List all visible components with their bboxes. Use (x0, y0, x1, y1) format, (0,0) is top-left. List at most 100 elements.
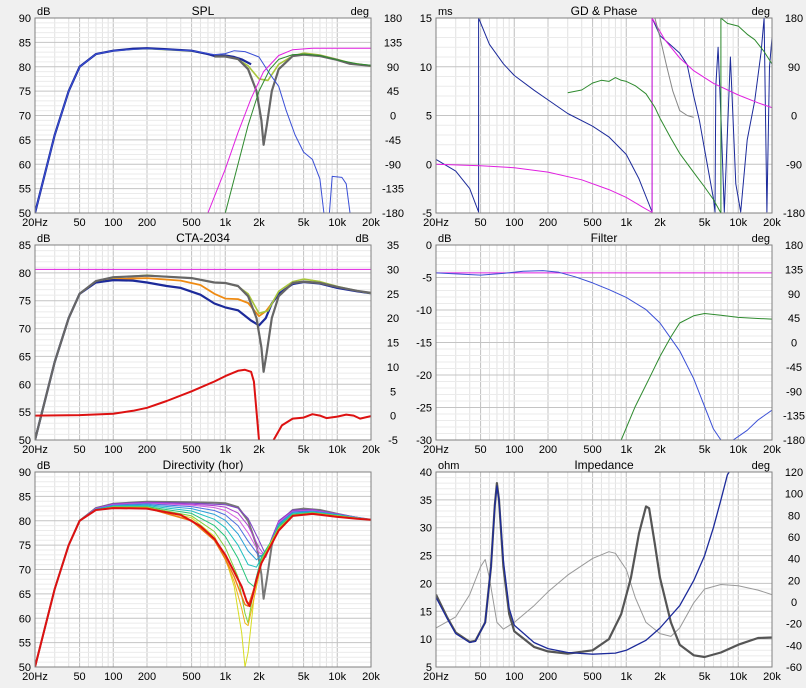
chart-panel-1: SPL dB deg 90 85 80 75 70 65 60 55 50 180 135 90 45 0 -45… (19, 4, 404, 229)
axis-label-left: dB (37, 460, 50, 472)
y-tick-label: 35 (420, 495, 432, 507)
y-tick-label: 10 (420, 634, 432, 646)
axis-label-left: dB (438, 233, 451, 245)
plot-frame (435, 17, 773, 214)
chart-title: GD & Phase (571, 4, 638, 18)
chart-title: Impedance (574, 458, 634, 472)
axis-label-left: ohm (438, 460, 459, 472)
y-tick-label-right: -180 (783, 435, 805, 447)
x-tick-label: 10k (328, 217, 346, 229)
x-tick-label: 10k (729, 671, 747, 683)
y-tick-label: 40 (420, 467, 432, 479)
y-tick-label: 70 (19, 111, 31, 123)
x-tick-label: 1k (620, 217, 632, 229)
series-line-5 (224, 53, 371, 213)
x-tick-label: 20Hz (22, 444, 48, 456)
x-tick-label: 200 (539, 217, 557, 229)
y-tick-label-right: -45 (385, 135, 401, 147)
y-tick-label: 15 (420, 13, 432, 25)
y-tick-label: 70 (19, 324, 31, 336)
y-tick-label-right: -180 (382, 208, 404, 220)
chart-title: Directivity (hor) (163, 458, 244, 472)
y-tick-label: 80 (19, 516, 31, 528)
x-tick-label: 10k (328, 671, 346, 683)
y-tick-label-right: 0 (791, 597, 797, 609)
series-line-5 (79, 503, 371, 557)
axis-label-right: deg (752, 6, 770, 18)
y-tick-label-right: 90 (387, 62, 399, 74)
plot-frame (34, 471, 372, 668)
series-line-7 (79, 505, 371, 568)
x-tick-label: 5k (298, 444, 310, 456)
chart-panel-4: Filter dB deg 0 -5 -10 -15 -20 -25 -30 180 135 90 45 0… (416, 231, 805, 456)
series-line-13 (35, 507, 371, 667)
x-tick-label: 100 (505, 444, 523, 456)
x-tick-label: 50 (474, 671, 486, 683)
y-tick-label: 0 (426, 159, 432, 171)
y-tick-label: -5 (422, 208, 432, 220)
plot-frame (34, 244, 372, 441)
x-tick-label: 50 (73, 671, 85, 683)
y-tick-label: 55 (19, 407, 31, 419)
y-tick-label: 75 (19, 540, 31, 552)
x-tick-label: 200 (138, 217, 156, 229)
y-tick-label-right: 20 (788, 575, 800, 587)
y-tick-label-right: -90 (786, 386, 802, 398)
y-tick-label-right: 90 (788, 289, 800, 301)
y-tick-label: 5 (426, 662, 432, 674)
y-tick-label: 75 (19, 86, 31, 98)
x-tick-label: 100 (104, 671, 122, 683)
y-tick-label-right: 30 (387, 264, 399, 276)
y-tick-label: 90 (19, 13, 31, 25)
chart-title: Filter (591, 231, 618, 245)
axis-label-left: dB (37, 233, 50, 245)
x-tick-label: 100 (505, 671, 523, 683)
x-tick-label: 50 (73, 444, 85, 456)
chart-panel-6: Impedance ohm deg 40 35 30 25 20 15 10 5 120 100 80 60… (420, 458, 803, 683)
y-tick-label: 60 (19, 379, 31, 391)
y-tick-label-right: 15 (387, 338, 399, 350)
y-tick-label-right: -135 (382, 184, 404, 196)
axis-label-right: dB (356, 233, 369, 245)
y-tick-label: -10 (416, 305, 432, 317)
grid (435, 18, 773, 214)
grid (435, 472, 773, 668)
x-tick-label: 50 (73, 217, 85, 229)
y-tick-label-right: 80 (788, 510, 800, 522)
x-tick-label: 20k (362, 217, 380, 229)
series-line-3 (436, 472, 730, 655)
series-line-5 (35, 274, 371, 440)
y-tick-label-right: 35 (387, 240, 399, 252)
x-tick-label: 10k (328, 444, 346, 456)
y-tick-label: 65 (19, 135, 31, 147)
y-tick-label: 85 (19, 491, 31, 503)
x-tick-label: 5k (699, 671, 711, 683)
plot-area (435, 471, 773, 668)
x-tick-label: 5k (699, 444, 711, 456)
series-line-3 (654, 18, 694, 118)
grid (34, 18, 372, 214)
x-tick-label: 20k (362, 671, 380, 683)
x-tick-label: 20k (763, 444, 781, 456)
y-tick-label: 0 (426, 240, 432, 252)
plot-area (34, 244, 372, 441)
x-tick-label: 2k (654, 217, 666, 229)
series-line-4 (35, 48, 351, 213)
y-tick-label-right: 60 (788, 532, 800, 544)
x-tick-label: 500 (182, 671, 200, 683)
x-tick-label: 5k (699, 217, 711, 229)
y-tick-label: 30 (420, 523, 432, 535)
x-tick-label: 500 (182, 444, 200, 456)
y-tick-label: -20 (416, 370, 432, 382)
x-tick-label: 1k (219, 671, 231, 683)
plot-frame (435, 244, 773, 441)
y-tick-label-right: 100 (785, 489, 803, 501)
x-tick-label: 20Hz (22, 671, 48, 683)
x-tick-label: 5k (298, 217, 310, 229)
x-tick-label: 1k (620, 444, 632, 456)
x-tick-label: 2k (253, 671, 265, 683)
x-tick-label: 500 (182, 217, 200, 229)
series-line-4 (620, 313, 772, 440)
y-tick-label-right: 5 (390, 386, 396, 398)
x-tick-label: 2k (654, 444, 666, 456)
